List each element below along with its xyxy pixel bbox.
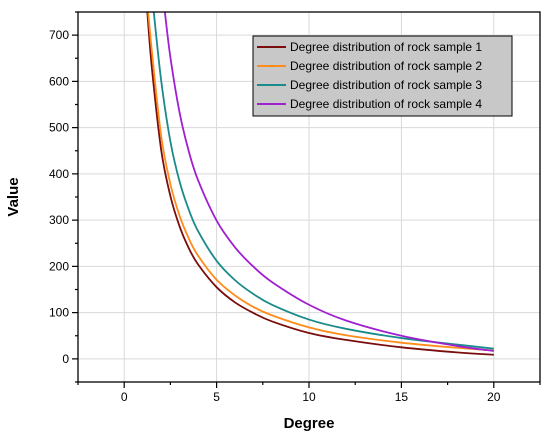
y-tick-label: 300 <box>49 213 69 227</box>
y-tick-label: 600 <box>49 74 69 88</box>
legend-label: Degree distribution of rock sample 2 <box>290 59 482 73</box>
legend-label: Degree distribution of rock sample 4 <box>290 97 482 111</box>
y-tick-label: 0 <box>62 352 69 366</box>
series-line-sample-4 <box>163 12 494 352</box>
x-axis-title: Degree <box>284 415 335 432</box>
series-lines <box>146 12 494 356</box>
legend-box <box>252 35 513 117</box>
y-tick-label: 700 <box>49 28 69 42</box>
y-axis-title: Value <box>5 177 22 216</box>
x-tick-label: 15 <box>395 390 409 404</box>
series-line-sample-2 <box>147 12 494 352</box>
x-tick-label: 20 <box>487 390 501 404</box>
x-tick-label: 10 <box>302 390 316 404</box>
legend: Degree distribution of rock sample 1 Degr… <box>252 35 513 117</box>
series-line-sample-1 <box>146 12 494 356</box>
y-tick-label: 200 <box>49 259 69 273</box>
y-tick-label: 100 <box>49 306 69 320</box>
y-tick-label: 400 <box>49 167 69 181</box>
legend-label: Degree distribution of rock sample 1 <box>290 40 482 54</box>
legend-label: Degree distribution of rock sample 3 <box>290 78 482 92</box>
x-tick-label: 0 <box>121 390 128 404</box>
series-line-sample-3 <box>152 12 494 350</box>
y-tick-label: 500 <box>49 121 69 135</box>
x-tick-label: 5 <box>213 390 220 404</box>
